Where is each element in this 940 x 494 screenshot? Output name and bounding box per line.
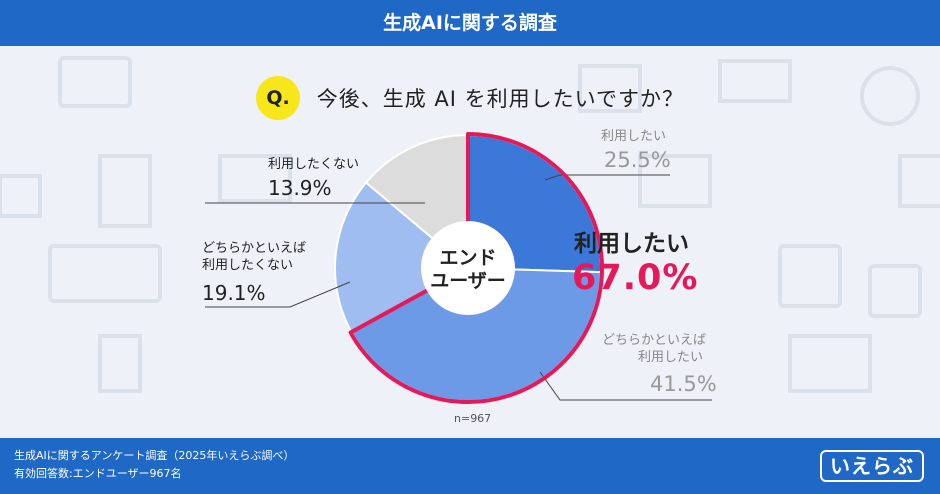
highlight-outline <box>348 132 604 404</box>
footer-source: 生成AIに関するアンケート調査（2025年いえらぶ調べ） <box>14 449 295 462</box>
center-label: エンド ユーザー <box>421 247 515 293</box>
cloud-icon <box>860 66 920 126</box>
leader-lines <box>205 174 712 401</box>
label-slice2-line2: 利用したい <box>638 350 704 365</box>
donut-slice-3 <box>334 181 470 334</box>
label-slice4-pct: 13.9% <box>268 176 332 200</box>
question-row: Q. 今後、生成 AI を利用したいですか？ <box>0 76 940 120</box>
label-slice2-line1: どちらかといえば <box>602 333 707 348</box>
envelope-icon <box>638 154 712 208</box>
leader-line-slice2 <box>539 371 712 401</box>
box-icon <box>0 174 42 218</box>
envelope-icon <box>218 154 292 203</box>
center-hole <box>421 221 515 315</box>
building-icon <box>98 154 152 228</box>
label-slice1-pct: 25.5% <box>604 148 671 172</box>
center-label-line1: エンド <box>439 247 497 269</box>
calendar-icon <box>778 244 842 308</box>
label-slice4-name: 利用したくない <box>268 157 360 172</box>
question-text: 今後、生成 AI を利用したいですか？ <box>316 87 684 111</box>
monitor-icon <box>578 64 642 113</box>
document-icon <box>98 334 142 393</box>
footer: 生成AIに関するアンケート調査（2025年いえらぶ調べ） 有効回答数:エンドユー… <box>0 438 940 494</box>
ierabu-logo: いえらぶ <box>820 450 924 482</box>
pen-icon <box>868 264 922 318</box>
highlight-value: 67.0% <box>572 258 699 298</box>
footer-sample: 有効回答数:エンドユーザー967名 <box>14 467 182 480</box>
laptop-icon <box>58 56 132 108</box>
sample-size-label: n=967 <box>454 412 492 425</box>
page-header: 生成AIに関する調査 <box>0 0 940 46</box>
money-icon <box>48 244 162 303</box>
page-title: 生成AIに関する調査 <box>383 12 557 34</box>
center-label-line2: ユーザー <box>430 270 506 292</box>
label-slice1-name: 利用したい <box>601 129 667 144</box>
label-slice3-line1: どちらかといえば <box>202 241 307 256</box>
background-pattern <box>0 56 940 393</box>
tag-icon <box>718 59 792 103</box>
video-icon <box>788 334 872 393</box>
donut-slices <box>334 133 602 402</box>
label-slice3-pct: 19.1% <box>202 281 266 305</box>
question-badge: Q. <box>256 76 301 120</box>
label-slice2-pct: 41.5% <box>650 372 717 396</box>
label-slice3-line2: 利用したくない <box>202 258 294 273</box>
highlight-label: 利用したい <box>574 231 689 257</box>
leader-line-slice3 <box>205 281 351 308</box>
leader-line-slice1 <box>544 174 670 181</box>
mail-icon <box>898 154 940 208</box>
